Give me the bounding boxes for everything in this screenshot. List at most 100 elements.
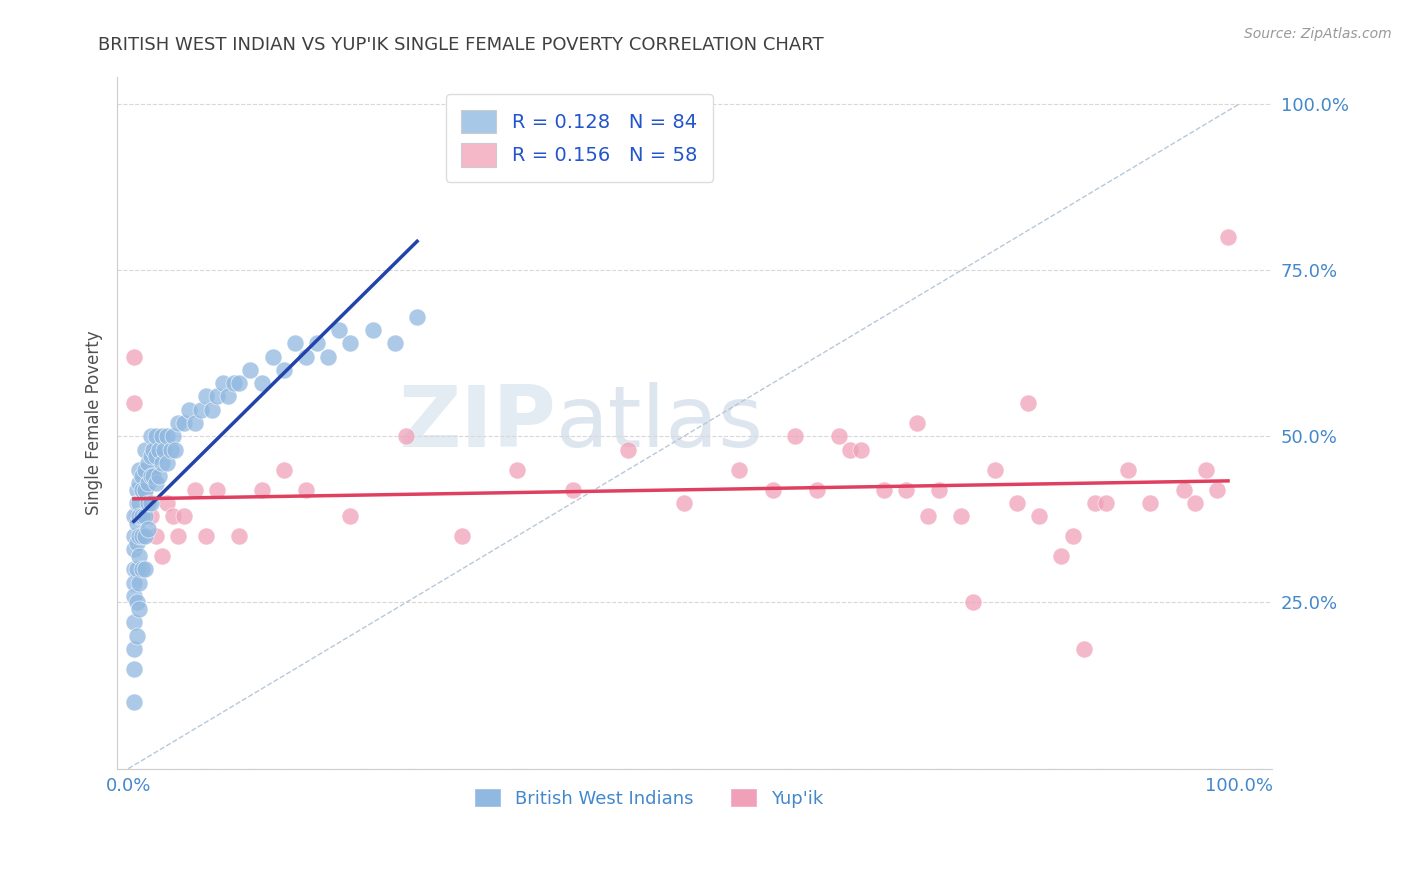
Point — [139, 469, 162, 483]
Point — [134, 483, 156, 497]
Point — [284, 336, 307, 351]
Point — [184, 483, 207, 497]
Point — [395, 429, 418, 443]
Point — [128, 496, 150, 510]
Point — [142, 442, 165, 457]
Point — [131, 469, 153, 483]
Point — [672, 496, 695, 510]
Point — [127, 562, 149, 576]
Point — [839, 442, 862, 457]
Y-axis label: Single Female Poverty: Single Female Poverty — [86, 331, 103, 516]
Point — [156, 456, 179, 470]
Point — [128, 509, 150, 524]
Point — [128, 575, 150, 590]
Point — [222, 376, 245, 391]
Point — [128, 602, 150, 616]
Point — [1139, 496, 1161, 510]
Point — [295, 350, 318, 364]
Point — [728, 462, 751, 476]
Point — [1017, 396, 1039, 410]
Point — [1116, 462, 1139, 476]
Point — [806, 483, 828, 497]
Point — [131, 529, 153, 543]
Point — [150, 456, 173, 470]
Point — [128, 529, 150, 543]
Point — [273, 363, 295, 377]
Point — [984, 462, 1007, 476]
Point — [361, 323, 384, 337]
Point — [250, 376, 273, 391]
Point — [131, 483, 153, 497]
Point — [201, 402, 224, 417]
Point — [134, 462, 156, 476]
Point — [162, 429, 184, 443]
Point — [295, 483, 318, 497]
Point — [122, 542, 145, 557]
Point — [136, 456, 159, 470]
Point — [134, 442, 156, 457]
Point — [127, 535, 149, 549]
Point — [134, 562, 156, 576]
Point — [1005, 496, 1028, 510]
Point — [122, 662, 145, 676]
Point — [162, 509, 184, 524]
Point — [851, 442, 873, 457]
Point — [184, 416, 207, 430]
Point — [122, 350, 145, 364]
Point — [122, 575, 145, 590]
Point — [205, 483, 228, 497]
Point — [1084, 496, 1107, 510]
Point — [1095, 496, 1118, 510]
Point — [195, 529, 218, 543]
Point — [131, 509, 153, 524]
Point — [167, 529, 190, 543]
Point — [145, 475, 167, 490]
Point — [783, 429, 806, 443]
Point — [928, 483, 950, 497]
Point — [156, 496, 179, 510]
Point — [131, 562, 153, 576]
Point — [128, 462, 150, 476]
Point — [316, 350, 339, 364]
Point — [136, 496, 159, 510]
Point — [450, 529, 472, 543]
Point — [127, 483, 149, 497]
Point — [122, 396, 145, 410]
Text: ZIP: ZIP — [398, 382, 557, 465]
Point — [150, 429, 173, 443]
Point — [122, 589, 145, 603]
Point — [148, 442, 170, 457]
Point — [122, 529, 145, 543]
Point — [1062, 529, 1084, 543]
Point — [894, 483, 917, 497]
Point — [917, 509, 939, 524]
Point — [239, 363, 262, 377]
Point — [156, 429, 179, 443]
Point — [127, 496, 149, 510]
Point — [136, 475, 159, 490]
Point — [762, 483, 785, 497]
Point — [962, 595, 984, 609]
Point — [122, 642, 145, 657]
Point — [145, 529, 167, 543]
Point — [328, 323, 350, 337]
Point — [153, 442, 176, 457]
Point — [1184, 496, 1206, 510]
Point — [561, 483, 583, 497]
Point — [1050, 549, 1073, 563]
Point — [190, 402, 212, 417]
Point — [273, 462, 295, 476]
Point — [139, 509, 162, 524]
Point — [127, 516, 149, 530]
Point — [1206, 483, 1229, 497]
Point — [1216, 230, 1239, 244]
Point — [128, 549, 150, 563]
Point — [228, 529, 250, 543]
Text: atlas: atlas — [557, 382, 765, 465]
Text: Source: ZipAtlas.com: Source: ZipAtlas.com — [1244, 27, 1392, 41]
Point — [228, 376, 250, 391]
Point — [127, 509, 149, 524]
Point — [122, 615, 145, 630]
Point — [173, 509, 195, 524]
Point — [145, 429, 167, 443]
